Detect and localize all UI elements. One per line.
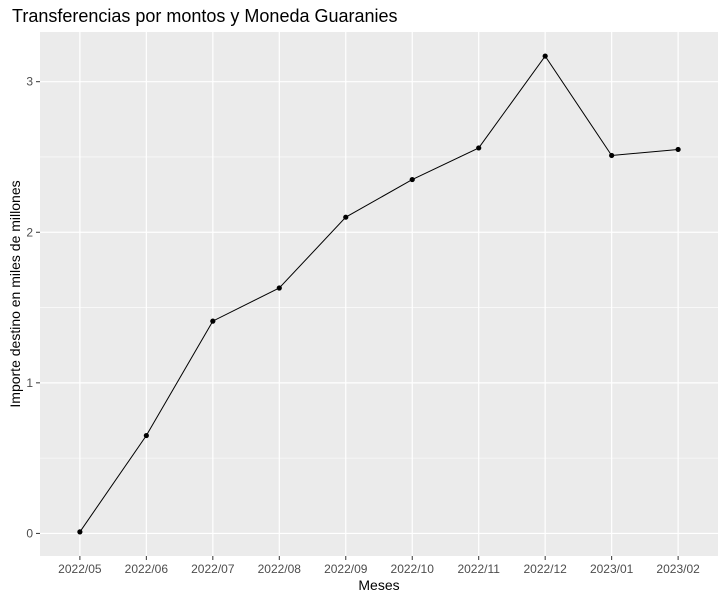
y-tick-label: 1 [26,376,33,390]
data-point [276,285,282,291]
x-tick-label: 2022/05 [58,562,102,576]
x-tick-label: 2022/10 [391,562,435,576]
x-tick-label: 2023/02 [656,562,700,576]
data-point [409,176,415,183]
data-point [675,146,681,153]
chart-title: Transferencias por montos y Moneda Guara… [12,6,398,26]
data-point [476,145,482,151]
y-tick-label: 3 [26,75,33,89]
series-line [79,55,679,533]
y-tick-label: 2 [26,225,33,239]
x-tick-label: 2022/06 [125,562,169,576]
data-point [143,432,149,439]
data-point [609,152,615,159]
data-point [77,529,83,535]
grid [40,32,718,556]
y-axis: 0 1 2 3 [26,75,40,540]
x-tick-label: 2022/09 [324,562,368,576]
x-tick-label: 2022/11 [457,562,500,576]
y-axis-title: Importe destino en miles de millones [7,180,23,407]
x-axis-title: Meses [358,577,399,593]
x-axis: 2022/05 2022/06 2022/07 2022/08 2022/09 2022/… [58,556,700,576]
x-tick-label: 2022/12 [523,562,567,576]
series [77,53,681,535]
x-tick-label: 2022/07 [191,562,235,576]
data-point [210,318,216,324]
y-tick-label: 0 [26,526,33,540]
x-tick-label: 2022/08 [258,562,302,576]
data-point [343,214,349,220]
plot-panel [40,32,718,556]
x-tick-label: 2023/01 [590,562,634,576]
data-point [542,53,548,59]
